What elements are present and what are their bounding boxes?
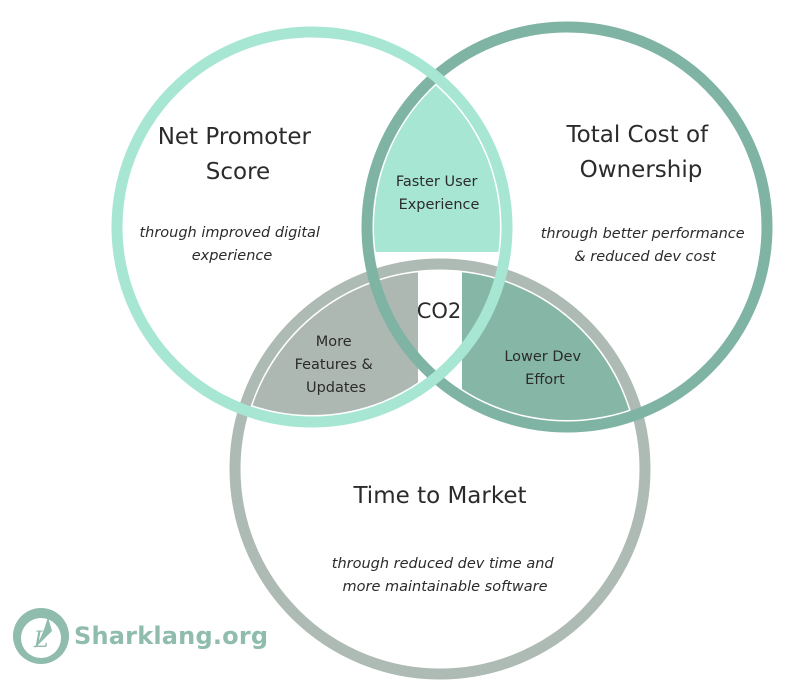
tco-subtitle: through better performance & reduced dev… [541, 226, 750, 265]
sharklang-logo-icon: L [13, 608, 69, 664]
nps-subtitle: through improved digital experience [139, 225, 324, 264]
circle-net-promoter-score [111, 26, 513, 428]
overlap-label-more-features-updates: More Features & Updates [295, 334, 378, 396]
overlap-label-faster-user-experience: Faster User Experience [396, 174, 482, 213]
ttm-subtitle: through reduced dev time and more mainta… [332, 556, 558, 595]
sharklang-logo[interactable]: L Sharklang.org [12, 606, 268, 666]
svg-text:L: L [33, 628, 49, 653]
overlap-label-lower-dev-effort: Lower Dev Effort [504, 349, 585, 388]
logo-text: Sharklang.org [74, 622, 269, 650]
ttm-title: Time to Market [352, 483, 526, 509]
tco-title: Total Cost of Ownership [566, 122, 716, 183]
circle-total-cost-of-ownership [361, 21, 773, 433]
center-label-co2: CO2 [417, 299, 462, 323]
circle-time-to-market [229, 258, 651, 680]
nps-title: Net Promoter Score [158, 124, 319, 185]
